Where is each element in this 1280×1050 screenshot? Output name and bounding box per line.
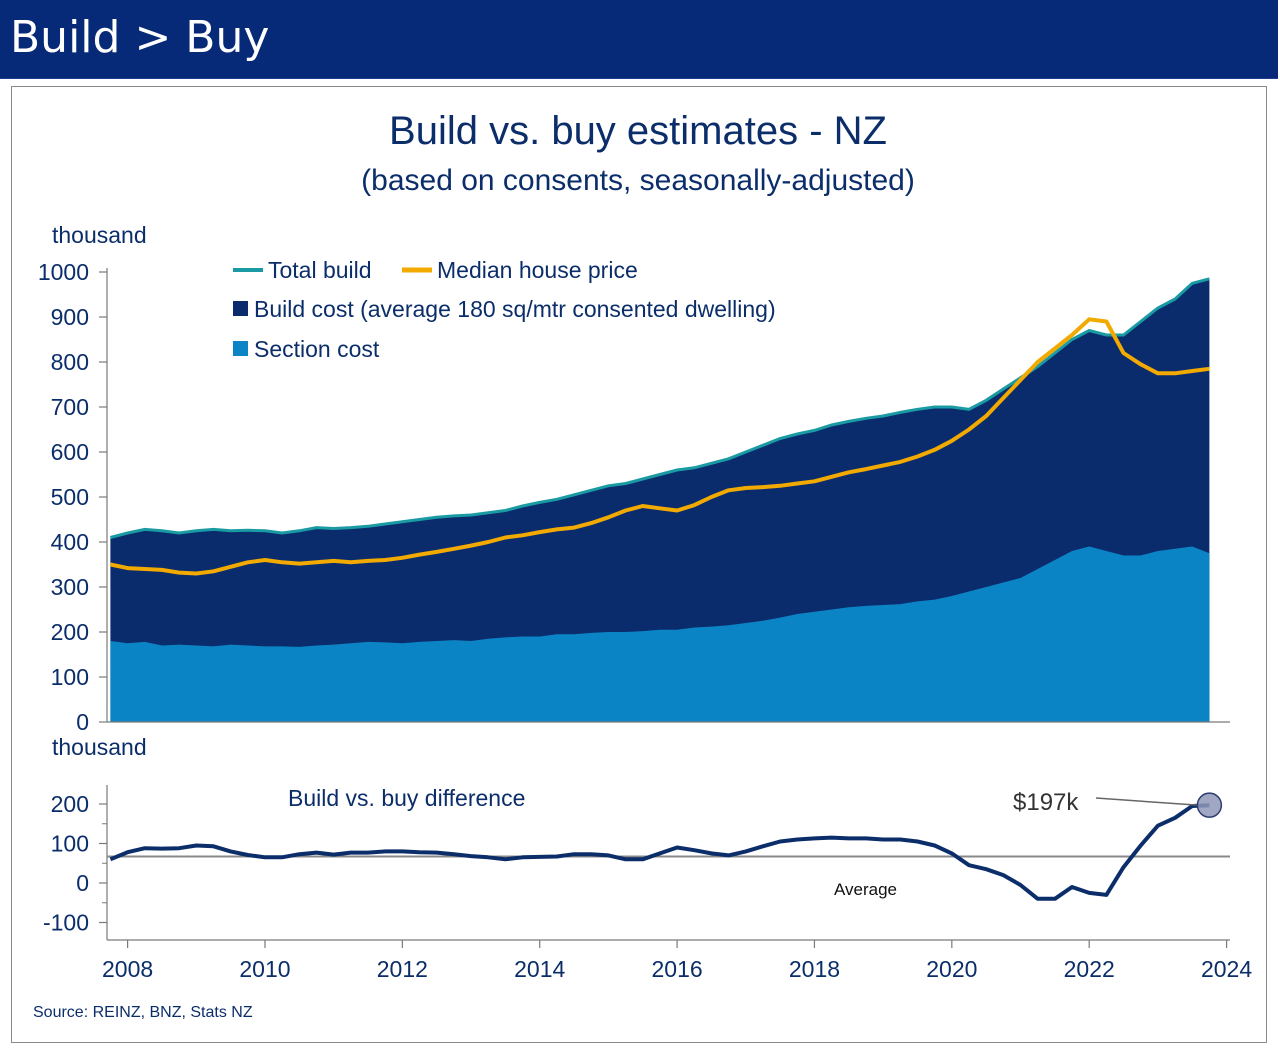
x-tick-label: 2022 [1064,956,1115,982]
difference-line [109,803,1210,901]
callout-label: $197k [1013,789,1079,816]
bottom-y-tick-label: 0 [76,870,89,896]
top-y-unit: thousand [52,222,147,248]
x-tick-label: 2014 [514,956,565,982]
section-cost-area [110,546,1210,722]
legend-build-cost: Build cost (average 180 sq/mtr consented… [254,296,776,322]
median-house-price-line [109,317,1210,576]
chart-title: Build vs. buy estimates - NZ [389,109,887,153]
top-y-tick-label: 200 [51,619,89,645]
x-tick-label: 2016 [651,956,702,982]
top-y-tick-label: 0 [76,709,89,735]
top-y-tick-label: 500 [51,484,89,510]
bottom-plot-area: -100 0 100 200 2008 2010 2012 2014 2016 2018 2020 2… [43,785,1252,982]
top-plot-area: 0 100 200 300 400 500 600 700 800 900 1000 [38,259,1230,735]
x-tick-label: 2010 [239,956,290,982]
x-tick-label: 2012 [377,956,428,982]
legend-swatch-build-cost [233,301,248,316]
top-y-tick-label: 600 [51,439,89,465]
latest-value-marker [1196,792,1223,818]
legend-swatch-section-cost [233,341,248,356]
x-tick-label: 2008 [102,956,153,982]
top-y-tick-label: 100 [51,664,89,690]
legend-total-build: Total build [268,257,372,283]
top-y-tick-label: 800 [51,349,89,375]
bottom-chart-title: Build vs. buy difference [288,785,525,811]
source-note: Source: REINZ, BNZ, Stats NZ [33,1004,253,1021]
top-y-tick-label: 700 [51,394,89,420]
x-tick-label: 2024 [1201,956,1252,982]
x-tick-label: 2018 [789,956,840,982]
bottom-y-tick-label: -100 [43,910,89,936]
x-tick-label: 2020 [926,956,977,982]
slide-title: Build > Buy [10,12,270,63]
top-y-tick-label: 1000 [38,259,89,285]
legend-section-cost: Section cost [254,336,380,362]
average-label: Average [834,880,897,899]
slide-banner: Build > Buy [0,0,1278,79]
top-y-tick-label: 400 [51,529,89,555]
top-y-tick-label: 900 [51,304,89,330]
top-y-tick-label: 300 [51,574,89,600]
callout-leader [1095,797,1198,806]
legend: Total build Median house price Build cos… [233,257,776,362]
bottom-y-unit: thousand [52,734,147,760]
bottom-y-tick-label: 100 [51,831,89,857]
legend-median-price: Median house price [437,257,638,283]
chart-subtitle: (based on consents, seasonally-adjusted) [361,164,915,197]
bottom-y-tick-label: 200 [51,791,89,817]
